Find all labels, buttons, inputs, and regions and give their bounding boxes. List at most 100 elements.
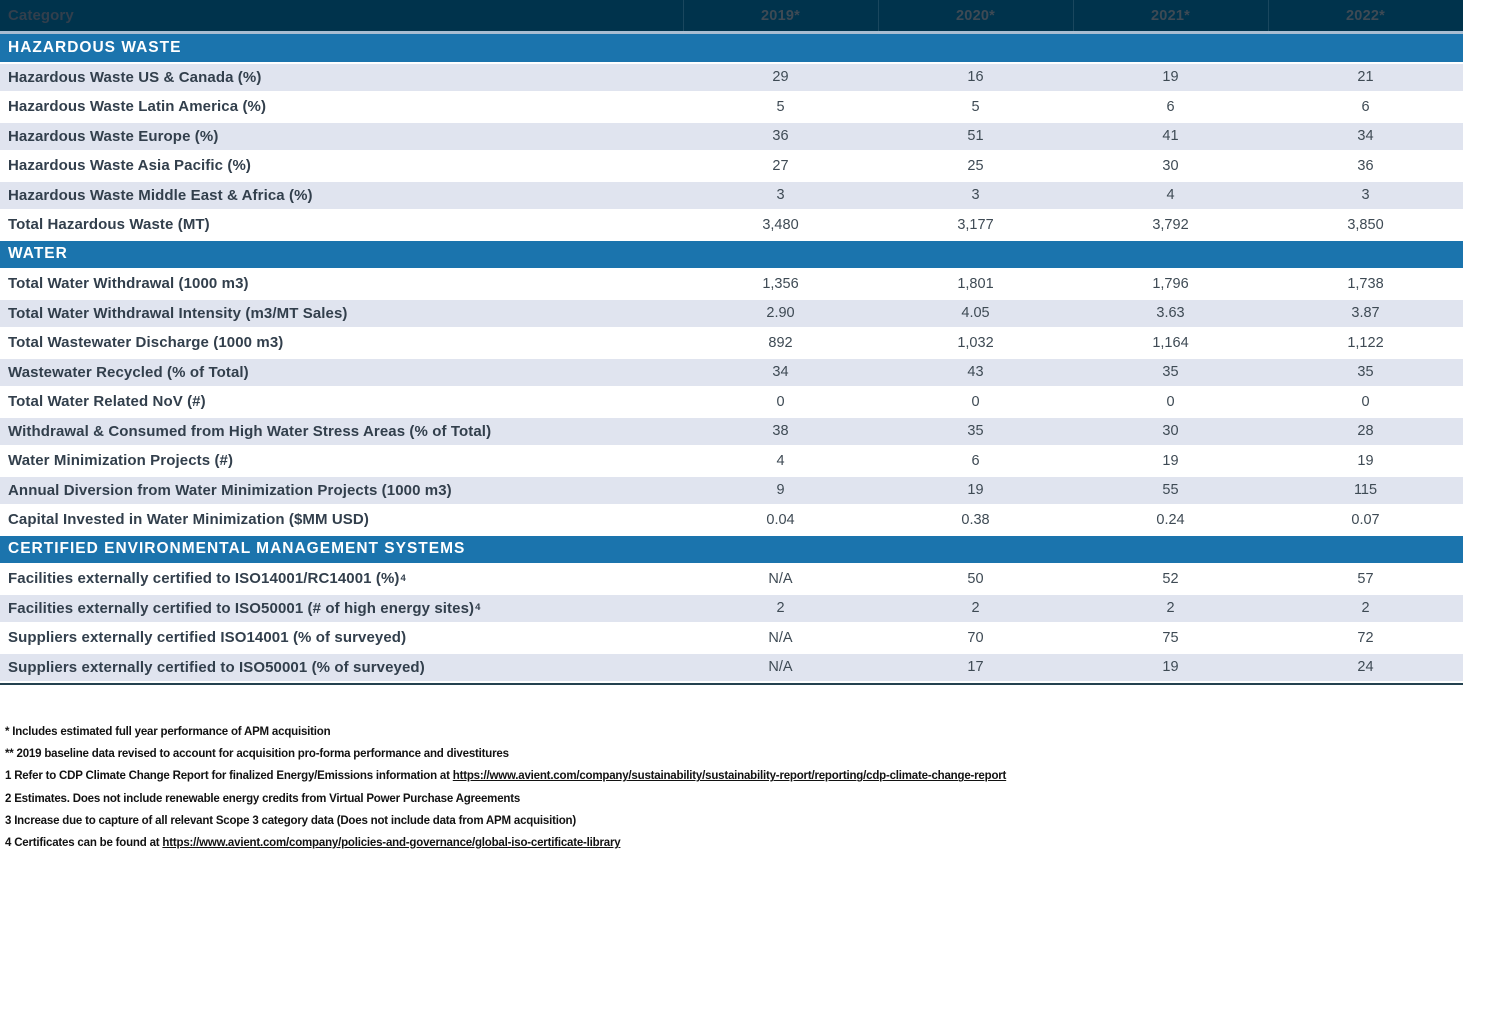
row-value: N/A — [768, 629, 793, 646]
column-header-category: Category — [8, 7, 74, 24]
table-row: Annual Diversion from Water Minimization… — [0, 476, 1463, 504]
footnote: 2 Estimates. Does not include renewable … — [5, 792, 521, 805]
row-value: 1,032 — [957, 334, 994, 351]
row-value: 0.38 — [961, 511, 990, 528]
row-value: 3,177 — [957, 216, 994, 233]
footnote: ** 2019 baseline data revised to account… — [5, 748, 509, 761]
footnote: * Includes estimated full year performan… — [5, 726, 331, 738]
table-row: Capital Invested in Water Minimization (… — [0, 506, 1463, 534]
row-label: Hazardous Waste Europe (%) — [8, 127, 219, 145]
row-label: Suppliers externally certified to ISO500… — [8, 658, 425, 676]
row-value: 6 — [971, 452, 980, 469]
footnote-link[interactable]: https://www.avient.com/company/policies-… — [162, 837, 621, 850]
row-value: 1,164 — [1152, 334, 1189, 351]
table-row: Suppliers externally certified to ISO500… — [0, 653, 1463, 681]
row-label: Hazardous Waste Asia Pacific (%) — [8, 157, 251, 175]
table-row: Hazardous Waste Asia Pacific (%) 27 25 30 36 — [0, 152, 1463, 180]
row-label: Wastewater Recycled (% of Total) — [8, 363, 249, 381]
row-value: 19 — [1357, 452, 1374, 469]
row-value: 1,738 — [1347, 275, 1384, 292]
row-label: Facilities externally certified to ISO50… — [8, 599, 481, 617]
row-value: 3 — [776, 187, 785, 204]
row-value: N/A — [768, 570, 793, 587]
column-header-2022: 2022* — [1268, 0, 1463, 31]
table-row: Total Water Withdrawal (1000 m3) 1,356 1,8… — [0, 270, 1463, 298]
row-value: 5 — [776, 98, 785, 115]
row-value: 6 — [1361, 98, 1370, 115]
row-label: Total Hazardous Waste (MT) — [8, 216, 210, 234]
row-value: 2.90 — [766, 305, 795, 322]
row-value: 19 — [1162, 659, 1179, 676]
row-value: 1,801 — [957, 275, 994, 292]
row-value: 6 — [1166, 98, 1175, 115]
table-row: Hazardous Waste Latin America (%) 5 5 6 6 — [0, 93, 1463, 121]
table-row: Total Water Withdrawal Intensity (m3/MT … — [0, 299, 1463, 327]
table-row: Withdrawal & Consumed from High Water St… — [0, 417, 1463, 445]
row-value: 0 — [1166, 393, 1175, 410]
row-value: 19 — [1162, 452, 1179, 469]
row-value: 72 — [1357, 629, 1374, 646]
table-row: Suppliers externally certified ISO14001 … — [0, 624, 1463, 652]
section-title: WATER — [8, 245, 68, 263]
row-value: 70 — [967, 629, 984, 646]
row-value: 34 — [1357, 128, 1374, 145]
table-header-row: Category 2019* 2020* 2021* 2022* — [0, 0, 1463, 31]
row-value: 30 — [1162, 157, 1179, 174]
row-value: 29 — [772, 69, 789, 86]
row-value: 55 — [1162, 482, 1179, 499]
row-value: 3,850 — [1347, 216, 1384, 233]
table-row: Total Water Related NoV (#) 0 0 0 0 — [0, 388, 1463, 416]
row-value: 3,792 — [1152, 216, 1189, 233]
row-value: 9 — [776, 482, 785, 499]
row-value: 3.63 — [1156, 305, 1185, 322]
row-label: Withdrawal & Consumed from High Water St… — [8, 422, 492, 440]
table-row: Facilities externally certified to ISO50… — [0, 594, 1463, 622]
row-value: 19 — [967, 482, 984, 499]
row-value: N/A — [768, 659, 793, 676]
row-value: 115 — [1353, 482, 1378, 499]
row-value: 1,356 — [762, 275, 799, 292]
row-value: 41 — [1162, 128, 1179, 145]
row-value: 57 — [1357, 570, 1374, 587]
section-title: HAZARDOUS WASTE — [8, 38, 182, 56]
table-row: Total Hazardous Waste (MT) 3,480 3,177 3,79… — [0, 211, 1463, 239]
row-label: Hazardous Waste US & Canada (%) — [8, 68, 262, 86]
row-value: 0 — [1361, 393, 1370, 410]
row-value: 52 — [1162, 570, 1179, 587]
row-value: 28 — [1357, 423, 1374, 440]
header-separator — [0, 31, 1463, 34]
row-value: 36 — [1357, 157, 1374, 174]
row-value: 1,796 — [1152, 275, 1189, 292]
table-row: Hazardous Waste Europe (%) 36 51 41 34 — [0, 122, 1463, 150]
row-label: Total Water Withdrawal (1000 m3) — [8, 275, 249, 293]
row-label: Total Wastewater Discharge (1000 m3) — [8, 334, 284, 352]
row-value: 2 — [776, 600, 785, 617]
esg-table: Category 2019* 2020* 2021* 2022* HAZARDO… — [0, 0, 1463, 685]
section-header: CERTIFIED ENVIRONMENTAL MANAGEMENT SYSTE… — [0, 535, 1463, 563]
row-label: Suppliers externally certified ISO14001 … — [8, 629, 407, 647]
row-value: 34 — [772, 364, 789, 381]
row-value: 2 — [1361, 600, 1370, 617]
row-value: 0 — [971, 393, 980, 410]
table-bottom-border — [0, 683, 1463, 685]
row-value: 4 — [776, 452, 785, 469]
row-value: 27 — [772, 157, 789, 174]
row-value: 35 — [1162, 364, 1179, 381]
row-value: 51 — [967, 128, 984, 145]
row-value: 3 — [971, 187, 980, 204]
row-label: Total Water Withdrawal Intensity (m3/MT … — [8, 304, 348, 322]
column-header-2020: 2020* — [878, 0, 1073, 31]
row-label: Water Minimization Projects (#) — [8, 452, 234, 470]
row-label: Hazardous Waste Middle East & Africa (%) — [8, 186, 313, 204]
table-row: Facilities externally certified to ISO14… — [0, 565, 1463, 593]
column-header-2019: 2019* — [683, 0, 878, 31]
footnote-link[interactable]: https://www.avient.com/company/sustainab… — [452, 770, 1007, 783]
table-row: Wastewater Recycled (% of Total) 34 43 35 35 — [0, 358, 1463, 386]
row-value: 4 — [1166, 187, 1175, 204]
table-row: Water Minimization Projects (#) 4 6 19 19 — [0, 447, 1463, 475]
row-value: 36 — [772, 128, 789, 145]
footnote: 4 Certificates can be found at https://w… — [5, 837, 621, 850]
row-label: Annual Diversion from Water Minimization… — [8, 481, 452, 499]
row-value: 16 — [967, 69, 984, 86]
